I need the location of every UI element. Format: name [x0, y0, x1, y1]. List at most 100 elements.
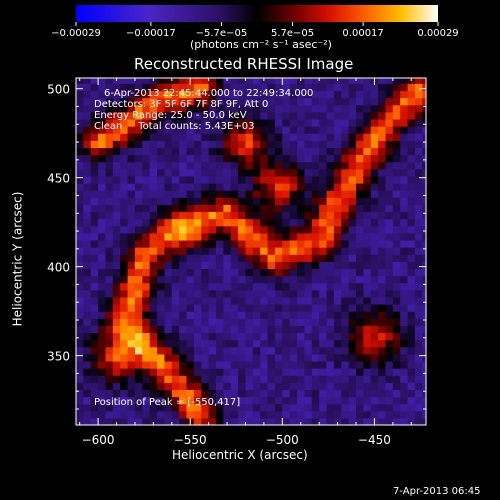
- heatmap-cell: [289, 303, 298, 312]
- heatmap-cell: [348, 140, 357, 148]
- heatmap-cell: [289, 133, 298, 141]
- heatmap-cell: [319, 311, 328, 319]
- heatmap-cell: [400, 403, 409, 412]
- heatmap-cell: [392, 375, 401, 383]
- heatmap-cell: [414, 382, 423, 391]
- heatmap-cell: [238, 175, 247, 184]
- heatmap-cell: [238, 168, 247, 177]
- heatmap-cell: [120, 303, 129, 312]
- heatmap-cell: [400, 140, 409, 148]
- heatmap-cell: [378, 118, 387, 127]
- heatmap-cell: [142, 154, 151, 163]
- heatmap-cell: [164, 296, 173, 305]
- heatmap-cell: [208, 346, 217, 355]
- heatmap-cell: [83, 353, 92, 362]
- heatmap-cell: [245, 353, 254, 362]
- heatmap-cell: [311, 346, 320, 355]
- heatmap-cell: [120, 311, 129, 319]
- heatmap-cell: [193, 417, 202, 425]
- heatmap-cell: [112, 389, 121, 398]
- heatmap-cell: [230, 225, 239, 234]
- heatmap-cell: [407, 126, 416, 134]
- heatmap-cell: [400, 204, 409, 213]
- heatmap-cell: [216, 247, 224, 255]
- heatmap-cell: [407, 375, 416, 383]
- heatmap-cell: [164, 133, 173, 141]
- heatmap-cell: [157, 232, 166, 241]
- heatmap-cell: [208, 133, 217, 141]
- heatmap-cell: [238, 339, 247, 348]
- heatmap-cell: [127, 417, 136, 425]
- heatmap-cell: [98, 339, 107, 348]
- heatmap-cell: [201, 417, 210, 425]
- heatmap-cell: [186, 382, 195, 391]
- heatmap-cell: [98, 410, 107, 419]
- heatmap-cell: [392, 247, 401, 255]
- heatmap-cell: [230, 140, 239, 148]
- heatmap-cell: [98, 83, 107, 92]
- heatmap-cell: [326, 289, 335, 298]
- heatmap-cell: [304, 140, 313, 148]
- heatmap-cell: [157, 239, 166, 248]
- heatmap-cell: [208, 175, 217, 184]
- heatmap-cell: [98, 211, 107, 220]
- heatmap-cell: [112, 154, 121, 163]
- heatmap-cell: [164, 261, 173, 270]
- heatmap-cell: [112, 161, 121, 170]
- heatmap-cell: [171, 261, 180, 270]
- heatmap-cell: [319, 382, 328, 391]
- heatmap-cell: [230, 232, 239, 241]
- heatmap-cell: [90, 97, 99, 106]
- heatmap-cell: [274, 197, 283, 205]
- heatmap-cell: [333, 382, 342, 391]
- heatmap-cell: [127, 346, 136, 355]
- heatmap-cell: [105, 261, 114, 270]
- heatmap-cell: [83, 282, 92, 291]
- heatmap-cell: [422, 104, 426, 113]
- heatmap-cell: [407, 289, 416, 298]
- heatmap-cell: [414, 375, 423, 383]
- heatmap-cell: [171, 126, 180, 134]
- heatmap-cell: [304, 332, 313, 341]
- heatmap-cell: [142, 389, 151, 398]
- heatmap-cell: [83, 140, 92, 148]
- heatmap-cell: [385, 182, 394, 191]
- heatmap-cell: [297, 332, 306, 341]
- heatmap-cell: [76, 175, 84, 184]
- heatmap-cell: [83, 190, 92, 198]
- heatmap-cell: [83, 403, 92, 412]
- heatmap-cell: [83, 318, 92, 326]
- heatmap-cell: [171, 282, 180, 291]
- heatmap-cell: [414, 225, 423, 234]
- heatmap-cell: [400, 353, 409, 362]
- heatmap-cell: [245, 303, 254, 312]
- heatmap-cell: [223, 318, 232, 326]
- heatmap-cell: [112, 396, 121, 405]
- heatmap-cell: [356, 375, 364, 383]
- heatmap-cell: [142, 218, 151, 227]
- heatmap-cell: [105, 211, 114, 220]
- heatmap-cell: [414, 332, 423, 341]
- heatmap-cell: [216, 303, 224, 312]
- heatmap-cell: [193, 78, 202, 84]
- heatmap-cell: [392, 168, 401, 177]
- heatmap-cell: [400, 303, 409, 312]
- heatmap-cell: [422, 275, 426, 284]
- heatmap-cell: [186, 218, 195, 227]
- heatmap-cell: [356, 140, 364, 148]
- heatmap-cell: [134, 311, 143, 319]
- heatmap-cell: [193, 396, 202, 405]
- heatmap-cell: [120, 190, 129, 198]
- heatmap-cell: [201, 154, 210, 163]
- heatmap-cell: [326, 353, 335, 362]
- heatmap-cell: [400, 168, 409, 177]
- heatmap-cell: [98, 190, 107, 198]
- heatmap-cell: [208, 318, 217, 326]
- heatmap-cell: [363, 396, 372, 405]
- heatmap-cell: [333, 232, 342, 241]
- heatmap-cell: [127, 161, 136, 170]
- heatmap-cell: [282, 211, 291, 220]
- heatmap-cell: [171, 389, 180, 398]
- heatmap-cell: [164, 140, 173, 148]
- heatmap-cell: [149, 311, 158, 319]
